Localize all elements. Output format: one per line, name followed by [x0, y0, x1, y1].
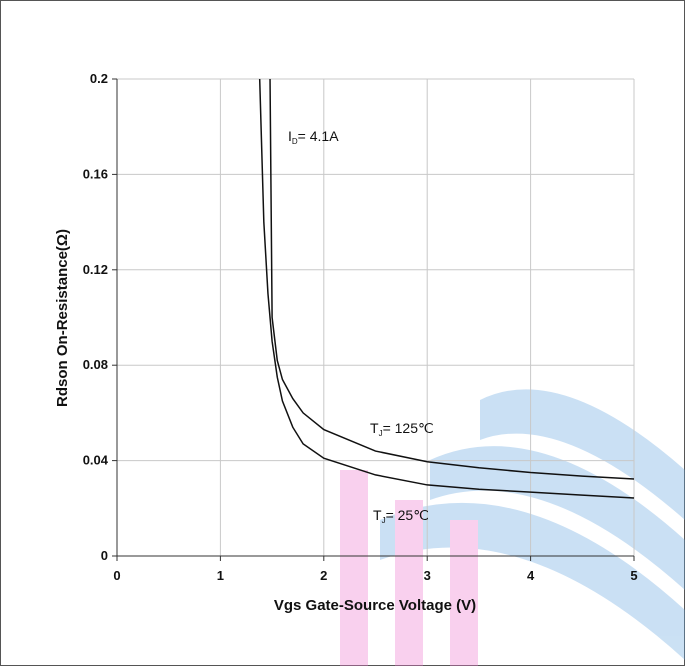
x-tick-label: 1 — [217, 568, 224, 583]
annotation: TJ= 125℃ — [370, 420, 434, 438]
y-tick-label: 0.16 — [83, 166, 108, 181]
annotation-sub: J — [382, 516, 386, 525]
line — [269, 78, 635, 480]
annotation: ID= 4.1A — [288, 128, 339, 146]
y-tick-label: 0.08 — [83, 357, 108, 372]
watermark — [340, 389, 685, 666]
x-tick-label: 0 — [113, 568, 120, 583]
x-tick-label: 5 — [630, 568, 637, 583]
annotation-text: = 125℃ — [383, 420, 434, 436]
x-tick-label: 2 — [320, 568, 327, 583]
y-tick-label: 0.04 — [83, 453, 109, 468]
y-axis-label: Rdson On-Resistance(Ω) — [54, 229, 71, 407]
annotation-text: = 4.1A — [298, 128, 340, 144]
x-axis-label: Vgs Gate-Source Voltage (V) — [274, 597, 476, 614]
annotation: TJ= 25℃ — [373, 507, 429, 525]
annotation-text: I — [288, 128, 292, 144]
y-tick-label: 0.2 — [90, 71, 108, 86]
annotation-sub: J — [379, 429, 383, 438]
y-tick-label: 0.12 — [83, 262, 108, 277]
y-tick-label: 0 — [101, 548, 108, 563]
annotation-sub: D — [292, 137, 298, 146]
line — [258, 78, 635, 499]
x-tick-label: 4 — [527, 568, 535, 583]
annotation-text: = 25℃ — [386, 507, 429, 523]
annotation-text: T — [373, 507, 382, 523]
annotation-text: T — [370, 420, 379, 436]
x-tick-label: 3 — [424, 568, 431, 583]
